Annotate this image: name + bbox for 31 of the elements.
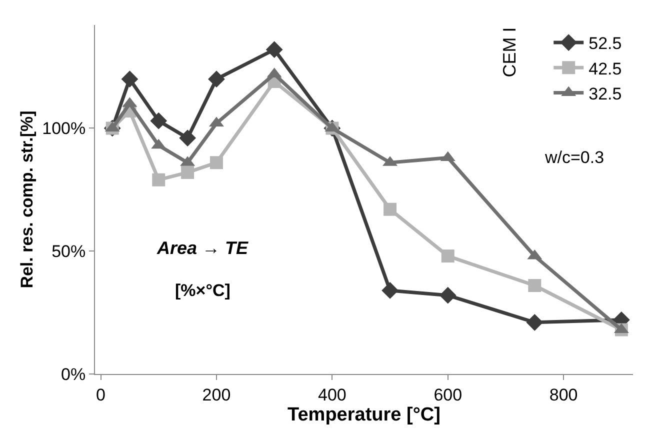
legend-title: CEM I (499, 27, 520, 78)
y-tick-label: 100% (42, 119, 86, 138)
point (382, 282, 398, 299)
point (179, 130, 196, 147)
annotation: [%×°C] (175, 281, 230, 300)
legend-label: 42.5 (588, 59, 622, 78)
point (441, 250, 454, 263)
y-axis-title: Rel. res. comp. str.[%] (18, 110, 37, 288)
x-axis-title: Temperature [°C] (288, 404, 440, 426)
point (121, 70, 138, 88)
annotation: w/c=0.3 (544, 148, 604, 167)
point (152, 173, 166, 186)
legend-label: 52.5 (588, 34, 622, 54)
point (210, 156, 223, 170)
point (150, 112, 168, 130)
x-tick-label: 0 (96, 385, 106, 404)
point (526, 314, 544, 331)
annotation: Area → TE (156, 238, 250, 258)
point (266, 41, 283, 58)
point (439, 286, 456, 304)
point (528, 279, 542, 292)
point (181, 166, 194, 179)
x-tick-label: 600 (434, 385, 462, 404)
y-tick-label: 50% (52, 242, 86, 262)
x-tick-label: 200 (202, 385, 231, 404)
point (208, 70, 225, 88)
legend-label: 32.5 (588, 84, 622, 104)
y-tick-label: 0% (61, 364, 86, 384)
x-tick-label: 800 (549, 385, 578, 404)
x-tick-label: 400 (318, 385, 346, 404)
point (384, 202, 397, 216)
